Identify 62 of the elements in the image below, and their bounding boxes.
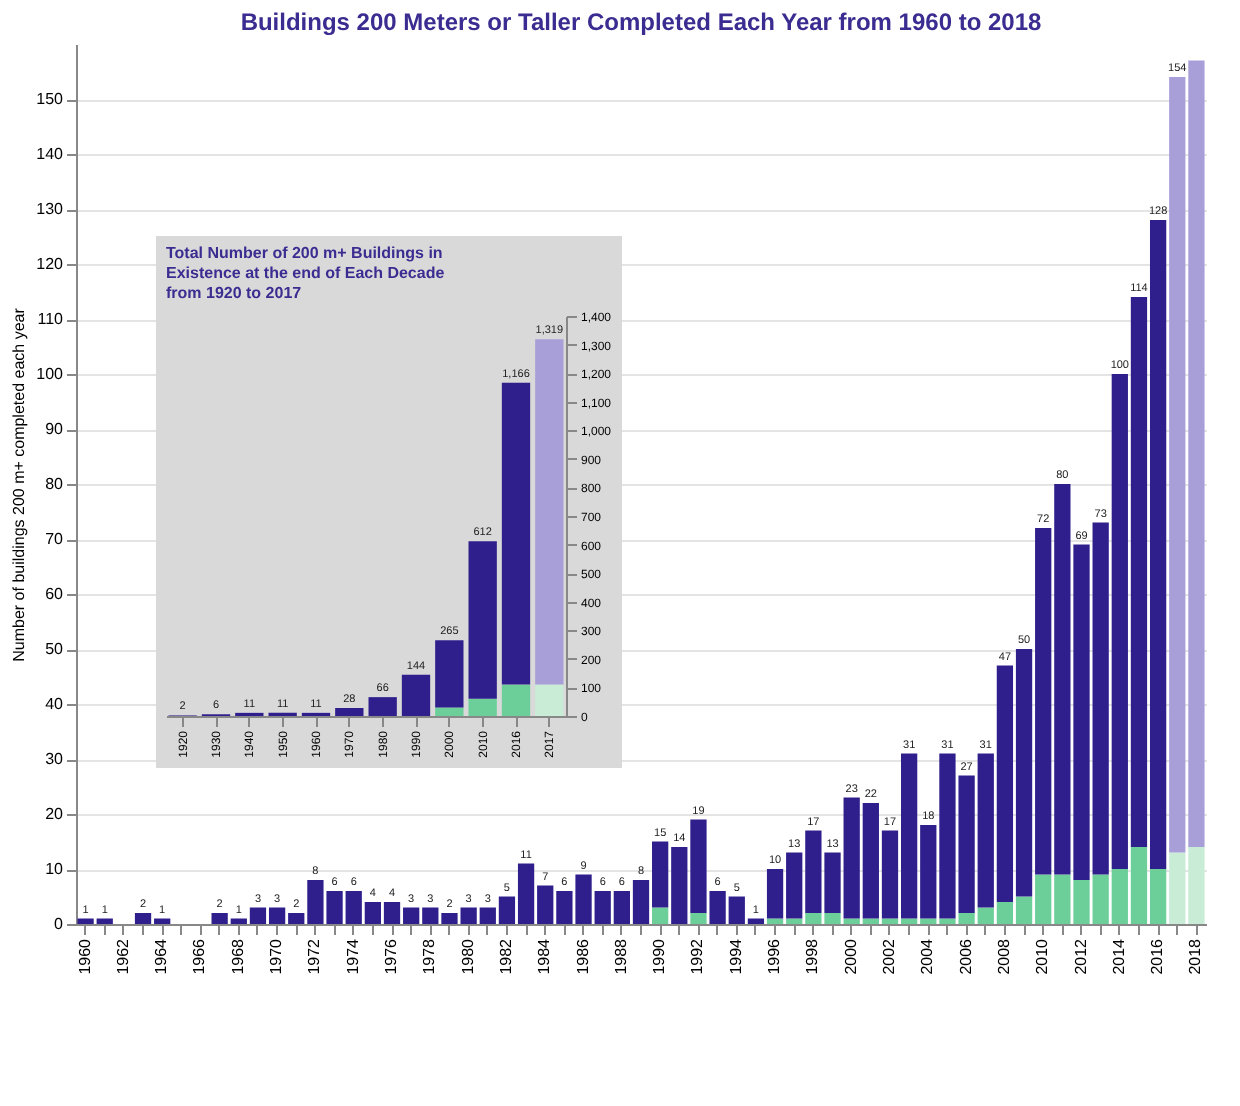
x-tick-label: 2010 bbox=[1033, 937, 1052, 975]
x-tick-label: 1996 bbox=[765, 937, 784, 975]
x-tick-label: 1962 bbox=[113, 937, 132, 975]
x-tick-label: 2008 bbox=[994, 937, 1013, 975]
y-axis-title: Number of buildings 200 m+ completed each year bbox=[10, 307, 29, 662]
bar bbox=[368, 697, 397, 716]
x-tick-label: 1964 bbox=[152, 937, 171, 975]
y-tick-label: 60 bbox=[45, 585, 65, 603]
y-tick-label: 40 bbox=[45, 695, 65, 713]
x-tick-label: 1976 bbox=[382, 937, 401, 975]
x-tick-label: 1980 bbox=[458, 937, 477, 975]
x-tick-label: 1960 bbox=[75, 937, 94, 975]
bar bbox=[652, 907, 669, 924]
bar bbox=[435, 640, 464, 708]
y-tick-label: 130 bbox=[36, 200, 65, 218]
bar bbox=[535, 339, 564, 685]
y-tick-label: 100 bbox=[36, 365, 65, 383]
y-tick-label: 70 bbox=[45, 530, 65, 548]
x-tick-label: 2018 bbox=[1186, 937, 1205, 975]
bar bbox=[468, 698, 497, 716]
bar bbox=[335, 708, 364, 716]
y-tick-label: 140 bbox=[36, 145, 65, 163]
x-tick-label: 2016 bbox=[1148, 937, 1167, 975]
bar bbox=[535, 684, 564, 716]
y-tick-label: 0 bbox=[54, 915, 65, 933]
x-tick-label: 2002 bbox=[879, 937, 898, 975]
y-tick-label: 110 bbox=[37, 310, 65, 328]
x-tick-label: 1998 bbox=[803, 937, 822, 975]
bar bbox=[401, 674, 431, 716]
x-tick-label: 1972 bbox=[305, 937, 324, 975]
y-tick-label: 150 bbox=[36, 90, 65, 108]
x-tick-label: 1986 bbox=[573, 937, 592, 975]
x-tick-label: 2000 bbox=[841, 937, 860, 975]
y-tick-label: 80 bbox=[45, 475, 65, 493]
y-tick-label: 90 bbox=[45, 420, 65, 438]
bar bbox=[501, 382, 531, 685]
x-tick-label: 1984 bbox=[535, 937, 554, 975]
y-tick-label: 50 bbox=[45, 640, 65, 658]
x-tick-label: 2012 bbox=[1071, 937, 1090, 975]
bar bbox=[468, 541, 497, 699]
y-tick-label: 20 bbox=[45, 805, 65, 823]
y-tick-label: 30 bbox=[45, 750, 65, 768]
x-tick-label: 2014 bbox=[1109, 937, 1128, 975]
x-tick-label: 1974 bbox=[343, 937, 362, 975]
x-tick-label: 1992 bbox=[688, 937, 707, 975]
x-tick-label: 1968 bbox=[228, 937, 247, 975]
x-tick-label: 1982 bbox=[496, 937, 515, 975]
bar bbox=[501, 684, 531, 716]
y-tick-label: 120 bbox=[36, 255, 65, 273]
x-tick-label: 2006 bbox=[956, 937, 975, 975]
x-tick-label: 1966 bbox=[190, 937, 209, 975]
y-tick-label: 10 bbox=[45, 860, 65, 878]
x-tick-label: 1978 bbox=[420, 937, 439, 975]
chart-title: Total Number of 200 m+ Buildings in Existence at the end of Each Decade from 1920 to 2017 bbox=[166, 244, 446, 302]
x-tick-label: 2004 bbox=[918, 937, 937, 975]
x-tick-label: 1990 bbox=[650, 937, 669, 975]
bar bbox=[435, 707, 464, 716]
x-tick-label: 1994 bbox=[726, 937, 745, 975]
bar bbox=[690, 913, 707, 924]
chart-title: Buildings 200 Meters or Taller Completed Each Year from 1960 to 2018 bbox=[240, 8, 1043, 36]
x-tick-label: 1988 bbox=[611, 937, 630, 975]
x-tick-label: 1970 bbox=[267, 937, 286, 975]
